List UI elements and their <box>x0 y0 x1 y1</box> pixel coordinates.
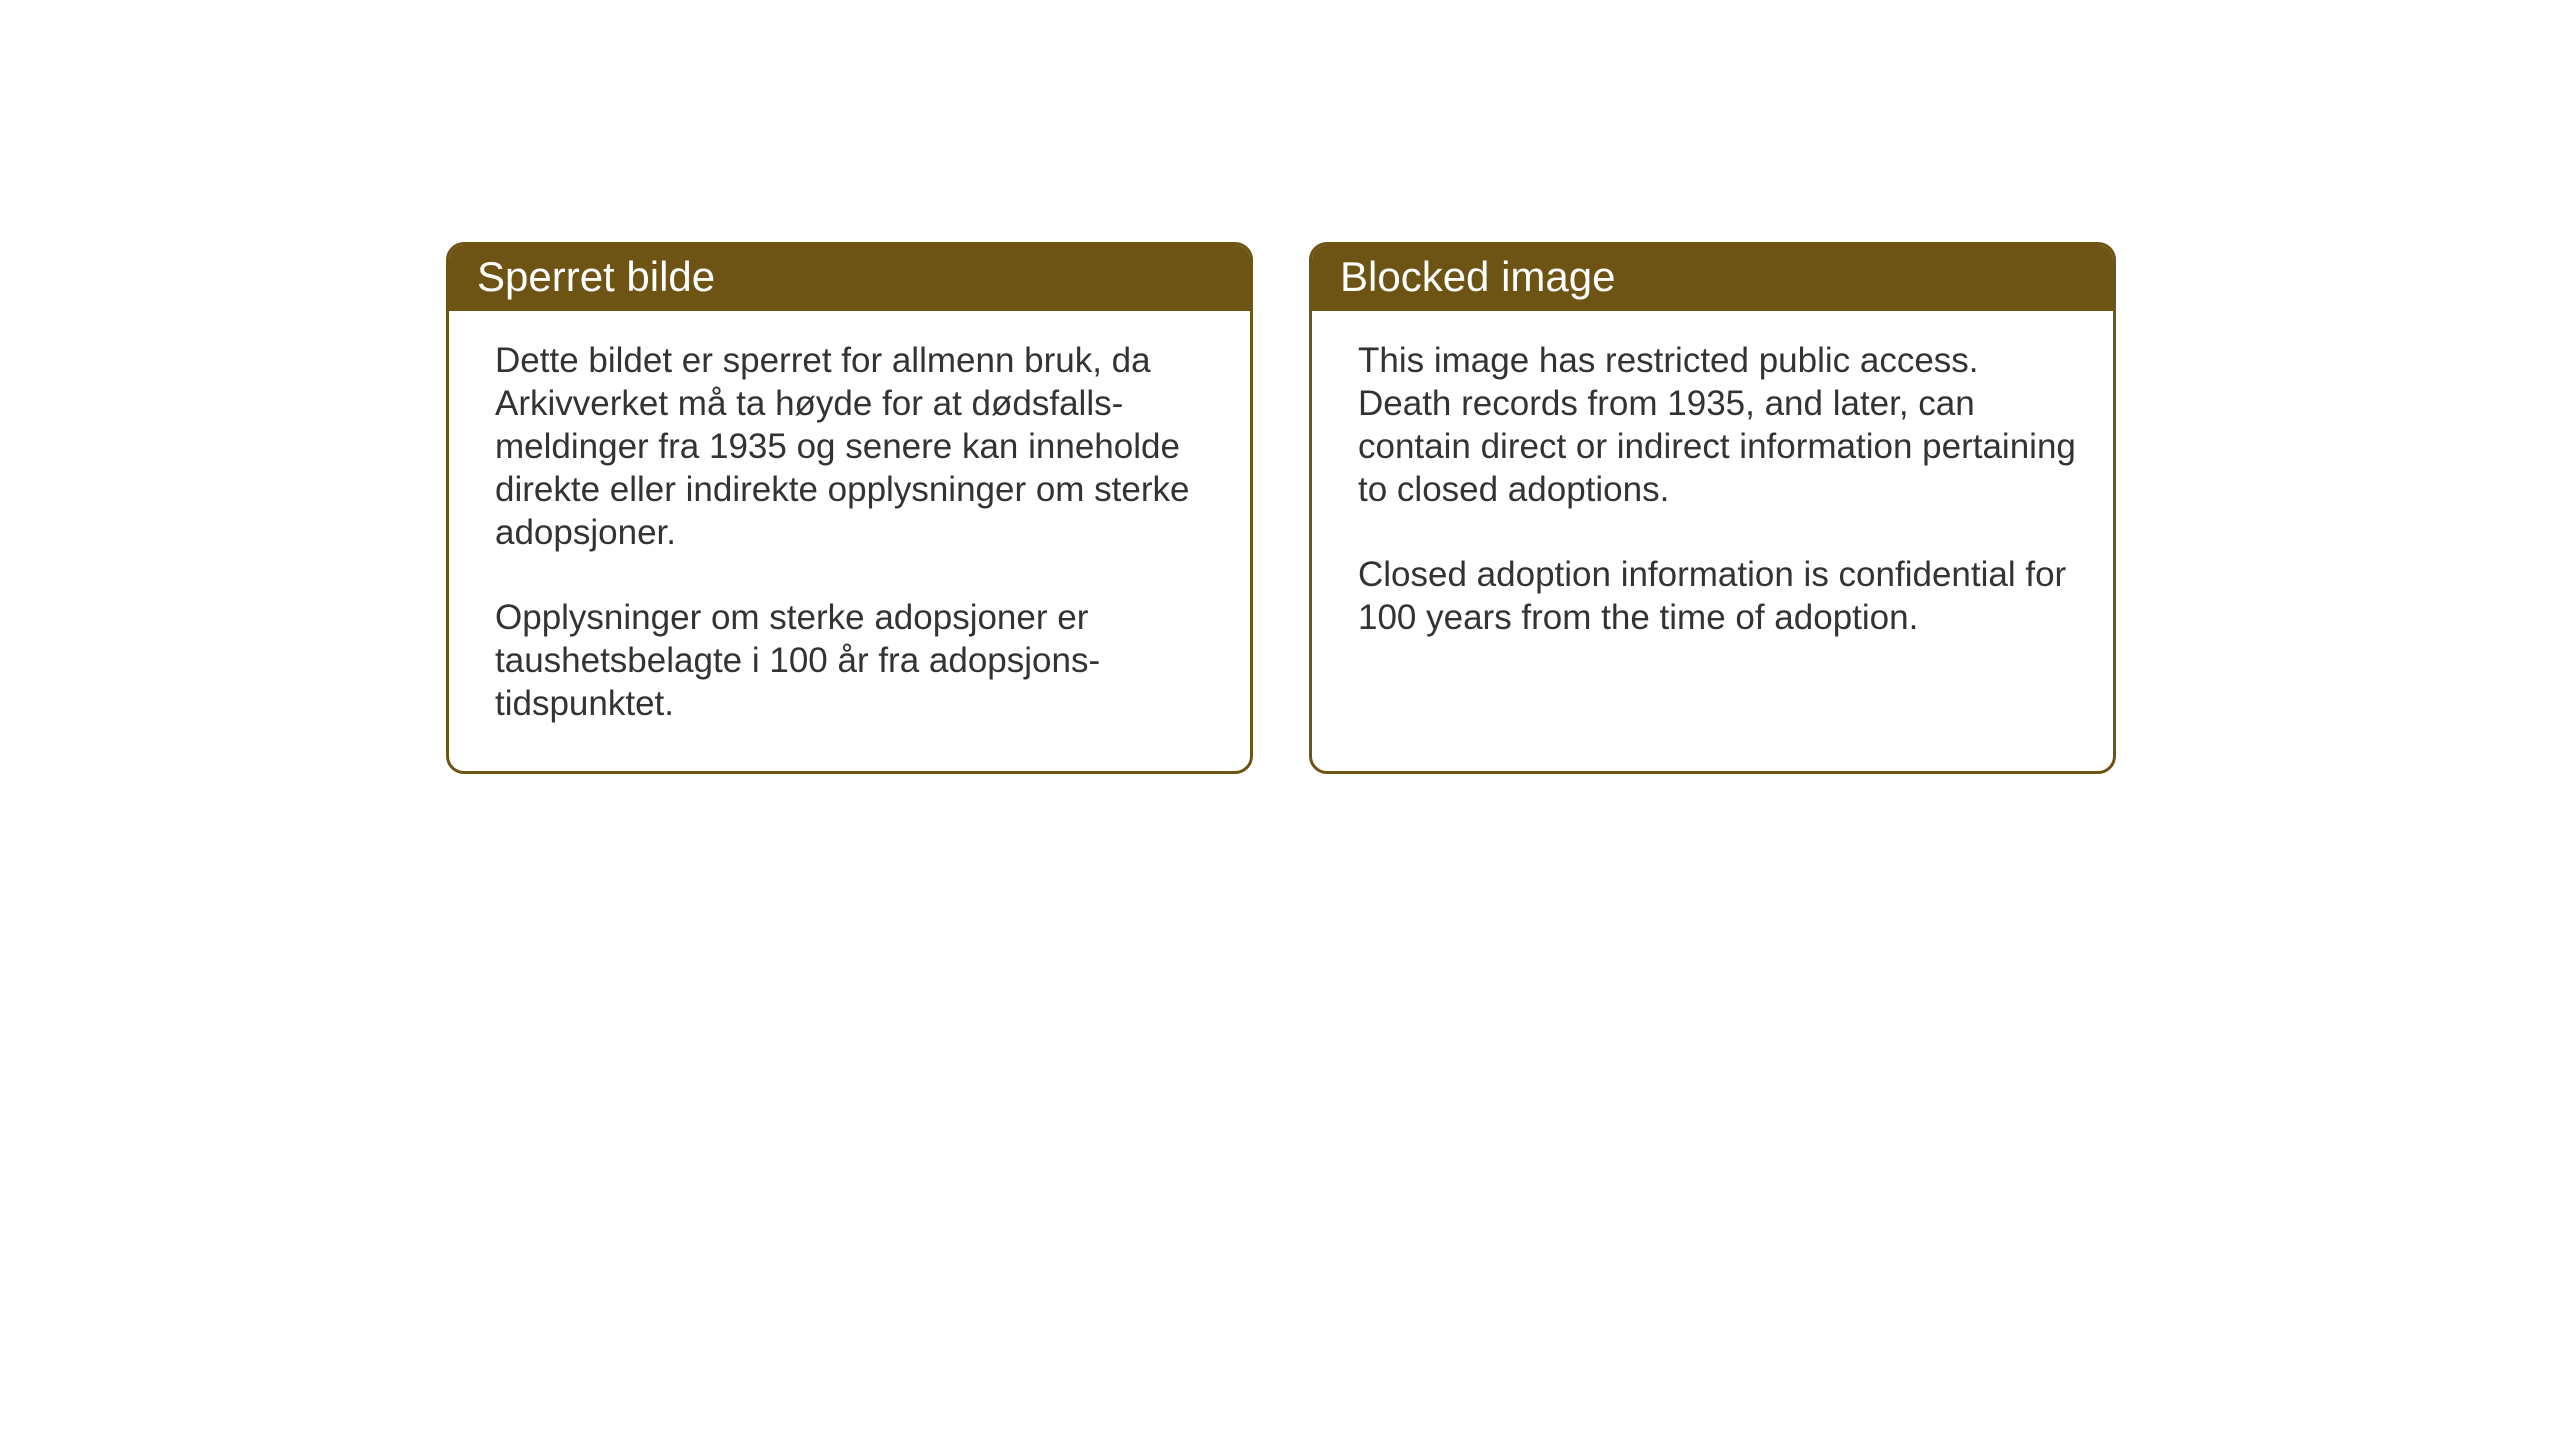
notice-cards-container: Sperret bilde Dette bildet er sperret fo… <box>446 242 2116 774</box>
card-body-norwegian: Dette bildet er sperret for allmenn bruk… <box>449 311 1250 771</box>
notice-card-norwegian: Sperret bilde Dette bildet er sperret fo… <box>446 242 1253 774</box>
notice-card-english: Blocked image This image has restricted … <box>1309 242 2116 774</box>
card-header-english: Blocked image <box>1312 245 2113 311</box>
card-paragraph-2-english: Closed adoption information is confident… <box>1358 553 2077 639</box>
card-paragraph-1-english: This image has restricted public access.… <box>1358 339 2077 511</box>
card-body-english: This image has restricted public access.… <box>1312 311 2113 685</box>
card-paragraph-2-norwegian: Opplysninger om sterke adopsjoner er tau… <box>495 596 1214 725</box>
card-title-english: Blocked image <box>1340 253 1615 300</box>
card-header-norwegian: Sperret bilde <box>449 245 1250 311</box>
card-paragraph-1-norwegian: Dette bildet er sperret for allmenn bruk… <box>495 339 1214 554</box>
card-title-norwegian: Sperret bilde <box>477 253 715 300</box>
